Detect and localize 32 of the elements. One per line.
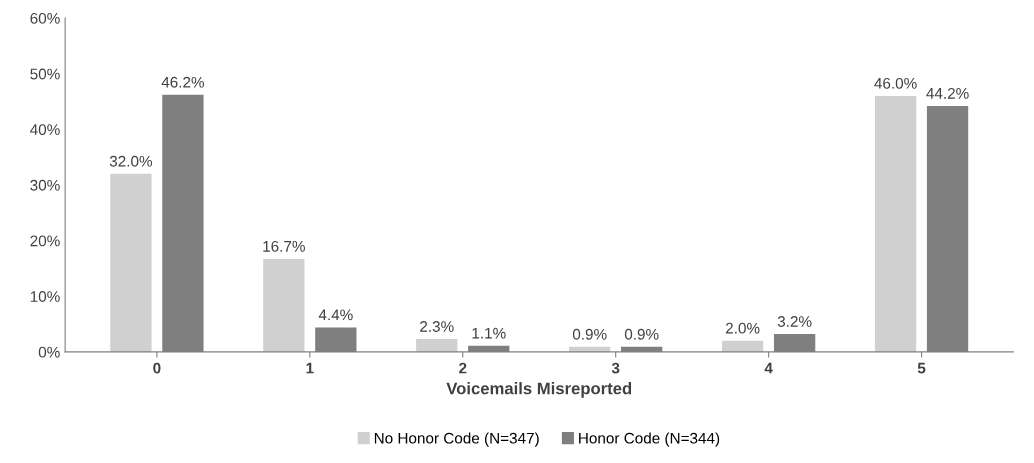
x-axis-title: Voicemails Misreported (446, 382, 632, 398)
y-tick-label: 30% (30, 179, 60, 191)
data-label: 46.0% (874, 77, 917, 89)
legend-label: Honor Code (N=344) (579, 432, 720, 447)
data-label: 0.9% (624, 328, 659, 340)
x-tick-label: 4 (764, 362, 773, 374)
legend-label: No Honor Code (N=347) (374, 432, 539, 447)
bar (416, 339, 458, 352)
y-tick-label: 50% (30, 68, 60, 80)
y-tick-label: 40% (30, 124, 60, 136)
data-label: 2.0% (725, 322, 760, 334)
x-tick-label: 5 (917, 362, 926, 374)
data-label: 2.3% (420, 321, 454, 332)
data-label: 3.2% (777, 316, 812, 327)
data-label: 4.4% (318, 309, 353, 321)
bar (110, 173, 152, 352)
data-label: 0.9% (572, 328, 607, 340)
bar (874, 95, 917, 352)
data-label: 44.2% (926, 87, 969, 99)
data-label: 1.1% (472, 327, 506, 339)
data-label: 32.0% (109, 155, 153, 167)
x-tick-label: 3 (611, 362, 620, 374)
data-label: 46.2% (161, 76, 205, 88)
y-tick-label: 10% (30, 291, 60, 302)
bar (263, 258, 305, 352)
y-tick-label: 60% (30, 12, 60, 24)
x-tick-label: 0 (153, 362, 161, 374)
data-label: 16.7% (263, 240, 305, 252)
y-tick-label: 20% (30, 235, 60, 247)
y-tick-label: 0% (38, 346, 60, 358)
x-tick-label: 2 (459, 362, 467, 374)
x-tick-label: 1 (306, 362, 314, 374)
